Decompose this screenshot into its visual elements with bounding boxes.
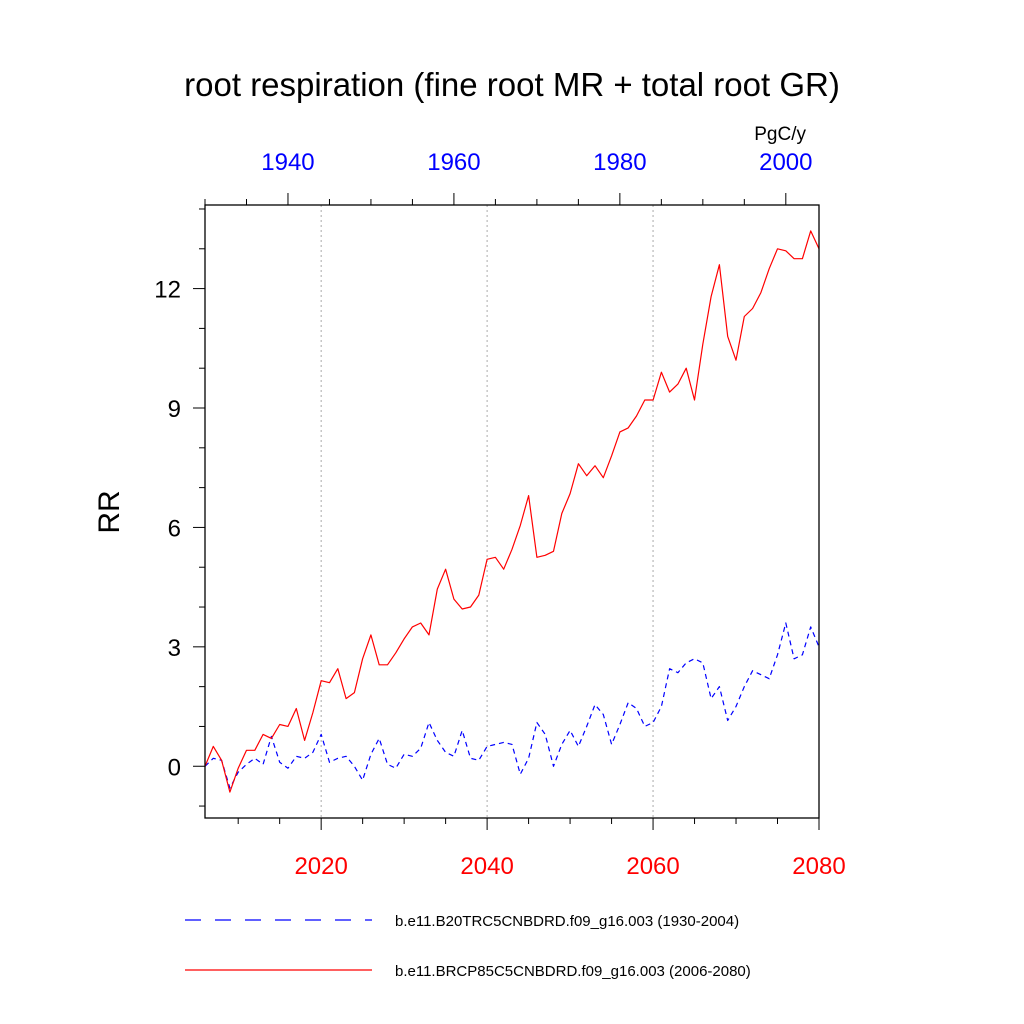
- x-top-tick-label: 1980: [593, 149, 646, 176]
- data-point-series-1: [419, 747, 422, 750]
- legend-label-1: b.e11.B20TRC5CNBDRD.f09_g16.003 (1930-20…: [395, 913, 739, 930]
- y-axis-label: RR: [93, 490, 126, 533]
- axis-ticks: 0 3 6 9 12 2020 2040 2060 2080 1940 1960 1980 2000: [154, 149, 845, 880]
- x-top-tick-label: 2000: [759, 149, 812, 176]
- y-tick-label: 6: [168, 515, 181, 542]
- x-bottom-tick-label: 2060: [626, 853, 679, 880]
- series-line-1: [204, 622, 820, 789]
- data-point-series-1: [369, 753, 372, 756]
- data-point-series-1: [394, 767, 397, 770]
- units-label: PgC/y: [754, 124, 806, 145]
- grid-lines: [320, 205, 654, 818]
- data-point-series-1: [378, 737, 381, 740]
- y-tick-label: 9: [168, 396, 181, 423]
- y-tick-label: 3: [168, 635, 181, 662]
- y-tick-label: 12: [154, 277, 181, 304]
- series-line-2: [204, 230, 820, 793]
- data-point-series-1: [386, 763, 389, 766]
- plot-frame: [204, 204, 820, 819]
- data-point-series-1: [361, 779, 364, 782]
- y-tick-label: 0: [168, 754, 181, 781]
- data-point-series-1: [701, 661, 704, 664]
- chart-title: root respiration (fine root MR + total r…: [184, 66, 840, 103]
- series-layer: [204, 230, 820, 793]
- data-point-series-1: [428, 721, 431, 724]
- x-top-tick-label: 1940: [261, 149, 314, 176]
- x-bottom-tick-label: 2020: [294, 853, 347, 880]
- legend: b.e11.B20TRC5CNBDRD.f09_g16.003 (1930-20…: [185, 913, 751, 980]
- data-point-series-1: [594, 703, 597, 706]
- x-top-tick-label: 1960: [427, 149, 480, 176]
- x-bottom-tick-label: 2040: [460, 853, 513, 880]
- legend-label-2: b.e11.BRCP85C5CNBDRD.f09_g16.003 (2006-2…: [395, 963, 751, 980]
- x-bottom-tick-label: 2080: [792, 853, 845, 880]
- data-point-series-1: [710, 697, 713, 700]
